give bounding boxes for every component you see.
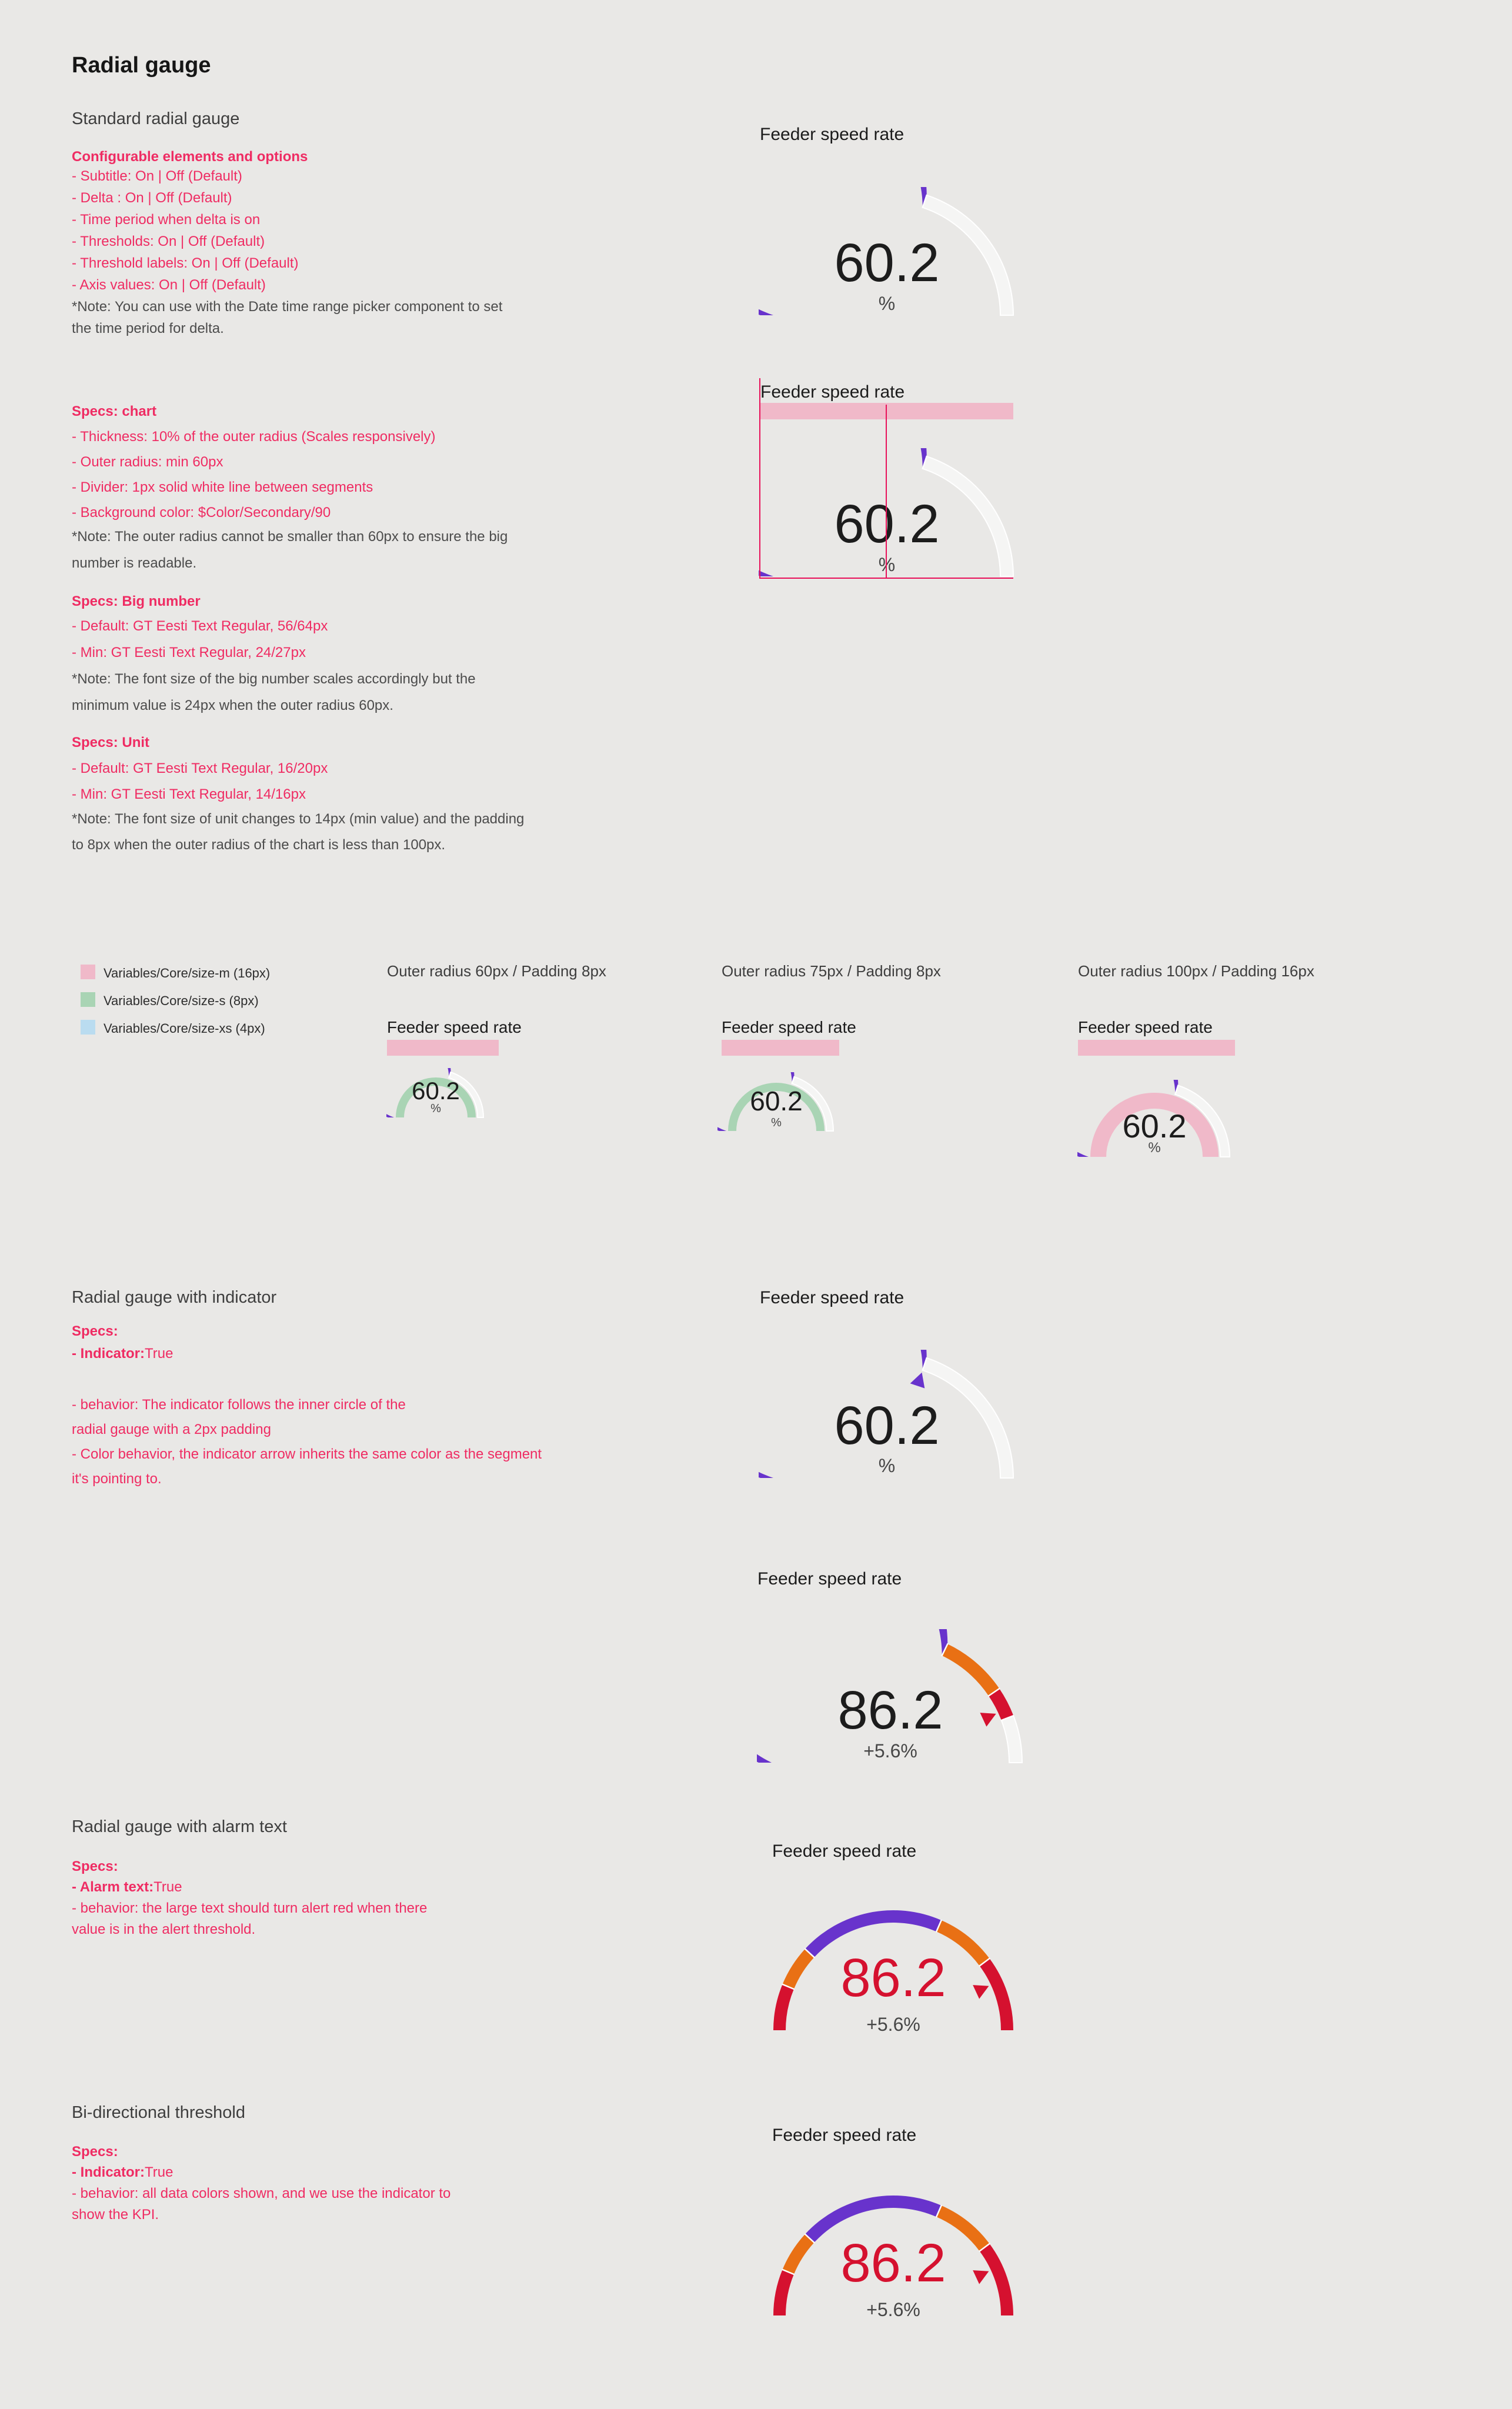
gauge-arc-svg	[773, 1910, 1013, 2030]
indicator-spec-flag: - Indicator:True	[72, 1346, 173, 1362]
alarm-spec-flag: - Alarm text:True	[72, 1879, 182, 1896]
variant-title-60px: Outer radius 60px / Padding 8px	[387, 962, 606, 980]
radial-gauge-60px	[386, 1068, 485, 1120]
spec-label: - Indicator:	[72, 2164, 145, 2180]
gauge-card-title: Feeder speed rate	[760, 125, 904, 144]
redline-left-edge	[759, 378, 760, 579]
spec-label: - Alarm text:	[72, 1879, 154, 1895]
gauge-unit-label: %	[1148, 1140, 1161, 1156]
bidirectional-specs-title: Specs:	[72, 2144, 118, 2160]
legend-label-size-s: Variables/Core/size-s (8px)	[104, 993, 259, 1008]
gauge-card-title: Feeder speed rate	[387, 1018, 522, 1036]
gauge-arc-svg	[759, 187, 1014, 316]
specs-unit-note: *Note: The font size of unit changes to …	[72, 811, 525, 853]
alarm-specs-lines: - behavior: the large text should turn a…	[72, 1900, 428, 1937]
section-heading-indicator: Radial gauge with indicator	[72, 1288, 277, 1307]
radial-gauge-75px	[717, 1072, 835, 1134]
gauge-big-number: 60.2	[412, 1077, 460, 1105]
variant-title-100px: Outer radius 100px / Padding 16px	[1078, 962, 1314, 980]
gauge-delta-label: +5.6%	[866, 2299, 920, 2320]
radial-gauge-bidirectional	[772, 2194, 1015, 2318]
spec-label: - Indicator:	[72, 1346, 145, 1362]
legend-label-size-xs: Variables/Core/size-xs (4px)	[104, 1021, 265, 1036]
section-heading-alarm: Radial gauge with alarm text	[72, 1817, 287, 1836]
specs-chart-list: - Thickness: 10% of the outer radius (Sc…	[72, 429, 436, 520]
spacing-annotation-bar-size-m	[387, 1040, 499, 1056]
alarm-specs-title: Specs:	[72, 1859, 118, 1874]
specs-big-number-note: *Note: The font size of the big number s…	[72, 671, 476, 713]
gauge-arc-svg	[757, 1629, 1023, 1763]
spacing-annotation-bar-size-m	[722, 1040, 839, 1056]
gauge-unit-label: %	[769, 555, 1004, 575]
radial-gauge-standard	[759, 187, 1015, 318]
gauge-arc-svg	[717, 1072, 835, 1132]
specs-chart-title: Specs: chart	[72, 403, 157, 419]
config-options-title: Configurable elements and options	[72, 149, 308, 165]
variant-title-75px: Outer radius 75px / Padding 8px	[722, 962, 941, 980]
gauge-big-number-alert: 86.2	[840, 1948, 946, 2008]
gauge-big-number: 60.2	[834, 233, 940, 293]
gauge-arc-svg	[386, 1068, 485, 1118]
legend-swatch-size-m	[81, 965, 95, 979]
indicator-specs-title: Specs:	[72, 1323, 118, 1339]
spec-value: True	[145, 2164, 173, 2180]
gauge-big-number-alert: 86.2	[840, 2233, 946, 2293]
gauge-big-number: 86.2	[837, 1680, 943, 1740]
gauge-big-number: 60.2	[834, 494, 940, 554]
redline-center-axis	[886, 405, 887, 579]
gauge-unit-label: %	[771, 1116, 782, 1129]
bidirectional-spec-flag: - Indicator:True	[72, 2164, 173, 2181]
gauge-arc-svg	[759, 448, 1014, 577]
radial-gauge-100px	[1077, 1080, 1231, 1160]
gauge-card-title: Feeder speed rate	[757, 1569, 902, 1589]
gauge-arc-svg	[773, 2195, 1013, 2315]
gauge-big-number: 60.2	[1122, 1107, 1187, 1145]
radial-gauge-threshold	[757, 1629, 1024, 1766]
gauge-unit-label: %	[430, 1102, 441, 1115]
legend-label-size-m: Variables/Core/size-m (16px)	[104, 966, 271, 980]
gauge-card-title: Feeder speed rate	[760, 1288, 904, 1307]
gauge-big-number: 60.2	[750, 1086, 803, 1116]
legend-swatch-size-xs	[81, 1020, 95, 1035]
radial-gauge-alarm	[772, 1908, 1015, 2033]
spec-value: True	[153, 1879, 182, 1895]
radial-gauge-indicator	[759, 1350, 1015, 1481]
section-heading-bidirectional: Bi-directional threshold	[72, 2103, 245, 2122]
specs-unit-list: - Default: GT Eesti Text Regular, 16/20p…	[72, 760, 328, 802]
indicator-specs-lines: - behavior: The indicator follows the in…	[72, 1397, 542, 1487]
gauge-card-title: Feeder speed rate	[760, 382, 905, 402]
gauge-card-title: Feeder speed rate	[772, 1841, 917, 1861]
gauge-delta-label: +5.6%	[866, 2014, 920, 2035]
specs-chart-note: *Note: The outer radius cannot be smalle…	[72, 529, 508, 571]
gauge-card-title: Feeder speed rate	[772, 2126, 917, 2145]
specs-unit-title: Specs: Unit	[72, 735, 150, 750]
gauge-card-title: Feeder speed rate	[722, 1018, 856, 1036]
config-options-note: *Note: You can use with the Date time ra…	[72, 299, 503, 336]
gauge-arc-svg	[759, 1350, 1014, 1479]
gauge-arc-svg	[1077, 1080, 1231, 1157]
gauge-big-number: 60.2	[834, 1396, 940, 1456]
spec-value: True	[145, 1346, 173, 1362]
radial-gauge-redline	[759, 448, 1015, 579]
gauge-delta-label: +5.6%	[863, 1740, 917, 1761]
config-options-list: - Subtitle: On | Off (Default) - Delta : …	[72, 168, 299, 293]
specs-big-number-list: - Default: GT Eesti Text Regular, 56/64p…	[72, 618, 328, 660]
page-title: Radial gauge	[72, 53, 211, 78]
bidirectional-specs-lines: - behavior: all data colors shown, and w…	[72, 2186, 451, 2223]
gauge-card-title: Feeder speed rate	[1078, 1018, 1213, 1036]
spacing-annotation-bar-size-m	[1078, 1040, 1235, 1056]
specs-big-number-title: Specs: Big number	[72, 593, 201, 609]
gauge-unit-label: %	[878, 1455, 896, 1476]
legend-swatch-size-s	[81, 992, 95, 1007]
gauge-unit-label: %	[878, 293, 896, 314]
section-heading-standard: Standard radial gauge	[72, 109, 240, 128]
